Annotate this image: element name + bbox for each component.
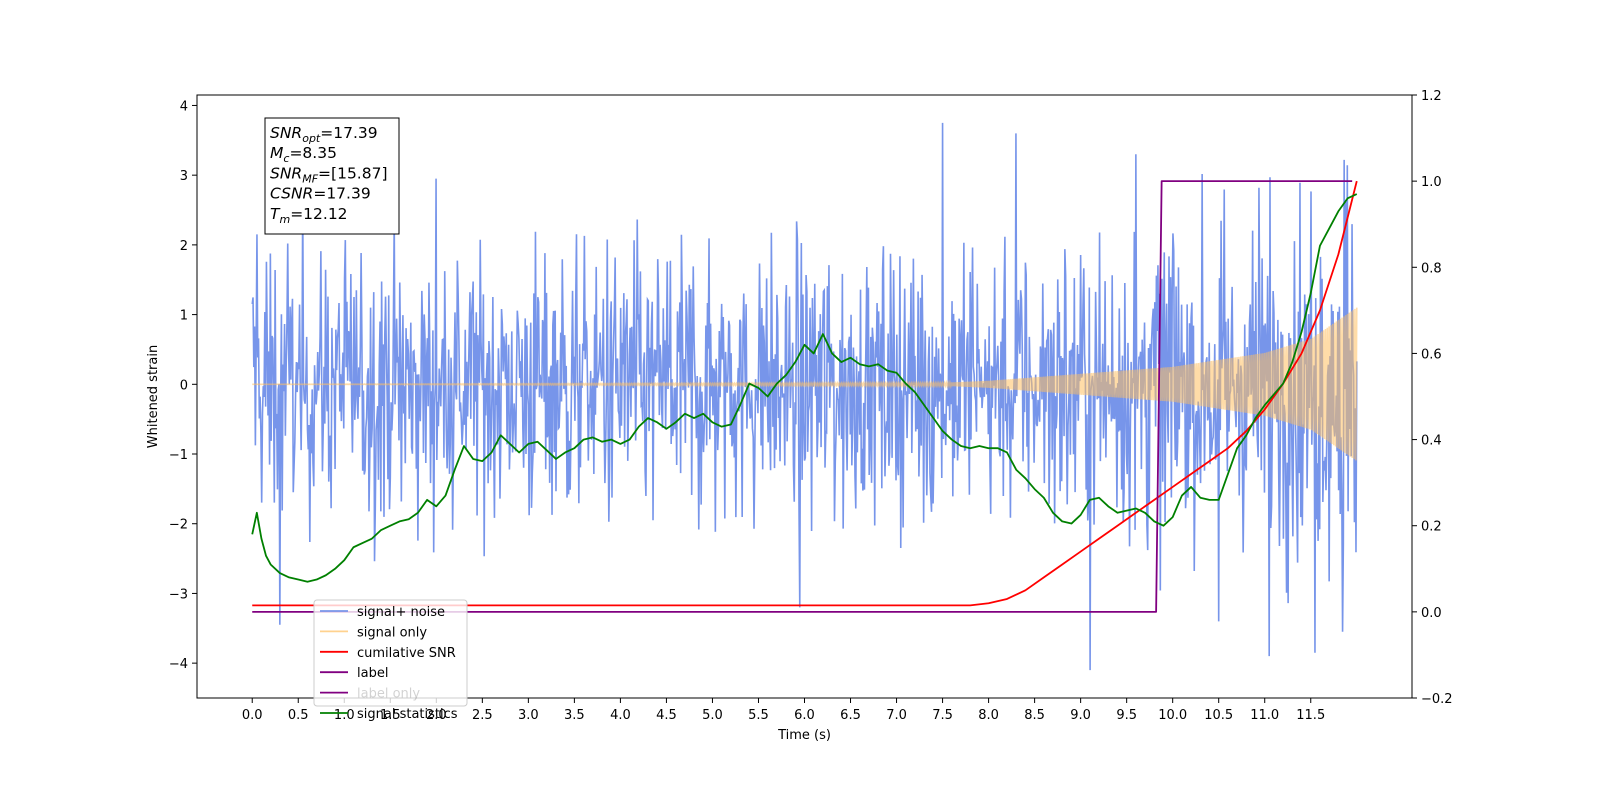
y2-tick-label: 1.2 xyxy=(1421,89,1442,104)
legend-label: cumilative SNR xyxy=(357,646,456,661)
x-axis-label: Time (s) xyxy=(777,728,831,743)
y2-tick-label: 1.0 xyxy=(1421,175,1442,190)
legend-label: signal only xyxy=(357,625,427,640)
x-tick-label: 7.5 xyxy=(932,708,953,723)
annotation-line: SNRopt=17.39 xyxy=(270,124,378,145)
y-tick-label: −2 xyxy=(169,518,188,533)
x-tick-label: 1.0 xyxy=(334,708,355,723)
annotation-frame xyxy=(264,117,400,235)
y2-tick-label: 0.0 xyxy=(1421,606,1442,621)
legend-frame xyxy=(313,599,468,707)
y-tick-label: 1 xyxy=(180,309,188,324)
annotation-line: SNRMF=[15.87] xyxy=(270,164,388,185)
signal-only-layer xyxy=(252,307,1358,461)
x-tick-label: 11.5 xyxy=(1296,708,1325,723)
legend-label: label xyxy=(357,666,388,681)
x-tick-label: 8.0 xyxy=(978,708,999,723)
x-tick-label: 5.0 xyxy=(702,708,723,723)
x-tick-label: 9.0 xyxy=(1070,708,1091,723)
y-axis-ticks: 4 3 2 1 0 −1 −2 −3 −4 xyxy=(169,99,197,672)
x-tick-label: 7.0 xyxy=(886,708,907,723)
annotation-line: Tm=12.12 xyxy=(270,205,348,226)
x-tick-label: 11.0 xyxy=(1250,708,1279,723)
label-line xyxy=(252,180,1353,613)
y-tick-label: 4 xyxy=(180,99,188,114)
y-tick-label: 2 xyxy=(180,239,188,254)
x-tick-label: 2.5 xyxy=(472,708,493,723)
x-tick-label: 3.0 xyxy=(518,708,539,723)
y2-tick-label: 0.8 xyxy=(1421,261,1442,276)
y-tick-label: 0 xyxy=(180,378,188,393)
y2-axis-ticks: 1.2 1.0 0.8 0.6 0.4 0.2 0.0 −0.2 xyxy=(1412,89,1453,707)
x-tick-label: 6.5 xyxy=(840,708,861,723)
x-tick-label: 3.5 xyxy=(564,708,585,723)
legend-label: signal statistics xyxy=(357,707,458,722)
x-tick-label: 0.0 xyxy=(242,708,263,723)
x-axis-ticks: 0.0 0.5 1.0 1.5 2.0 2.5 3.0 3.5 4.0 4.5 5.0 5.5 6.0 6… xyxy=(242,698,1325,723)
signal-statistics-line xyxy=(251,193,1358,583)
legend: signal+ noise signal only cumilative SNR la… xyxy=(313,599,468,722)
x-tick-label: 10.0 xyxy=(1158,708,1187,723)
x-tick-label: 9.5 xyxy=(1116,708,1137,723)
x-tick-label: 6.0 xyxy=(794,708,815,723)
signal-noise-layer xyxy=(251,122,1358,671)
x-tick-label: 10.5 xyxy=(1204,708,1233,723)
annotation-box: SNRopt=17.39Mc=8.35SNRMF=[15.87]CSNR=17.… xyxy=(264,117,400,235)
x-tick-label: 1.5 xyxy=(380,708,401,723)
annotation-line: CSNR=17.39 xyxy=(270,185,371,203)
signal-noise-line xyxy=(251,122,1358,671)
legend-label: signal+ noise xyxy=(357,605,445,620)
y-tick-label: −1 xyxy=(169,448,188,463)
y2-tick-label: 0.6 xyxy=(1421,347,1442,362)
x-tick-label: 0.5 xyxy=(288,708,309,723)
y-axis-label: Whitened strain xyxy=(146,345,161,448)
y2-tick-label: 0.4 xyxy=(1421,434,1442,449)
y-tick-label: −4 xyxy=(169,657,188,672)
cumulative-snr-line xyxy=(252,180,1358,607)
annotation-line: Mc=8.35 xyxy=(270,144,337,165)
x-tick-label: 8.5 xyxy=(1024,708,1045,723)
x-tick-label: 2.0 xyxy=(426,708,447,723)
legend-label: label only xyxy=(357,687,420,702)
x-tick-label: 4.0 xyxy=(610,708,631,723)
x-tick-label: 5.5 xyxy=(748,708,769,723)
y2-tick-label: −0.2 xyxy=(1421,692,1453,707)
x-tick-label: 4.5 xyxy=(656,708,677,723)
y2-tick-label: 0.2 xyxy=(1421,520,1442,535)
signal-only-line xyxy=(252,307,1358,461)
y-tick-label: 3 xyxy=(180,169,188,184)
right-axis-series-layer xyxy=(251,180,1358,613)
y-tick-label: −3 xyxy=(169,587,188,602)
